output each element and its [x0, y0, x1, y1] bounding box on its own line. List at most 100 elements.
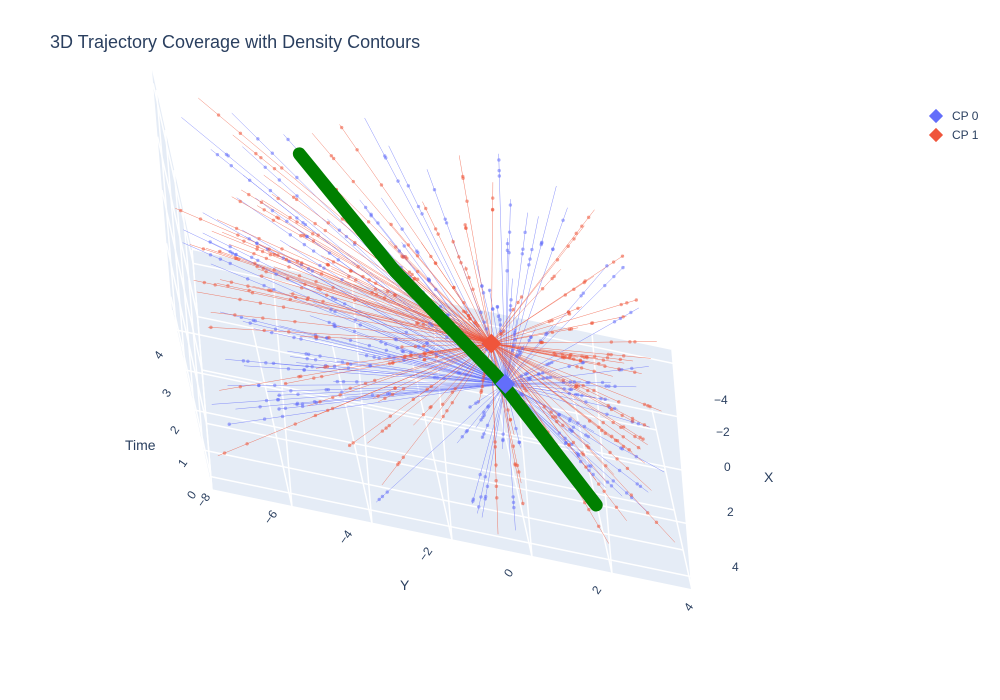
trajectory-point [497, 174, 502, 178]
trajectory-point [604, 464, 608, 468]
trajectory-point [262, 283, 266, 288]
trajectory-point [459, 260, 463, 265]
trajectory-point [580, 451, 584, 455]
trajectory-point [400, 349, 405, 353]
trajectory-point [294, 197, 299, 202]
trajectory-point [435, 376, 440, 380]
trajectory-point [331, 260, 336, 264]
trajectory-point [325, 293, 329, 297]
trajectory-point [273, 327, 278, 331]
trajectory-point [438, 304, 443, 309]
ray-line [471, 383, 506, 505]
trajectory-point [451, 240, 455, 244]
trajectory-point [292, 335, 296, 340]
grid-x-side [165, 243, 208, 424]
trajectory-point [497, 168, 501, 173]
trajectory-point [634, 454, 638, 459]
trajectory-point [506, 408, 510, 412]
trajectory-point [544, 332, 548, 337]
trajectory-point [238, 131, 243, 136]
ray-line [311, 343, 492, 418]
legend-item-cp0[interactable]: CP 0 [928, 106, 978, 125]
trajectory-point [587, 445, 591, 450]
trajectory-point [305, 234, 309, 239]
trajectory-point [250, 291, 255, 295]
trajectory-point [364, 353, 369, 358]
trajectory-point [258, 301, 263, 305]
ray-line [491, 327, 579, 344]
trajectory-point [617, 468, 622, 473]
trajectory-point [511, 348, 515, 352]
trajectory-point [563, 293, 568, 297]
trajectory-point [283, 406, 288, 410]
x-tick-2: 2 [727, 505, 734, 519]
trajectory-point [352, 329, 357, 333]
trajectory-point [411, 397, 415, 402]
trajectory-point [516, 300, 520, 305]
trajectory-point [385, 289, 390, 294]
trajectory-point [514, 426, 518, 431]
trajectory-point [387, 423, 391, 428]
trajectory-point [291, 292, 295, 296]
trajectory-point [517, 440, 521, 444]
trajectory-point [603, 431, 607, 436]
trajectory-point [283, 381, 288, 386]
trajectory-point [209, 325, 213, 330]
trajectory-point [581, 383, 585, 388]
trajectory-point [541, 376, 545, 380]
trajectory-point [482, 413, 486, 417]
trajectory-point [611, 420, 615, 425]
trajectory-point [523, 372, 528, 376]
trajectory-point [320, 374, 324, 379]
trajectory-point [325, 262, 329, 267]
trajectory-point [536, 372, 541, 376]
trajectory-point [605, 480, 610, 484]
trajectory-point [330, 296, 335, 300]
control-point-cp1 [481, 333, 502, 354]
trajectory-point [348, 386, 352, 390]
trajectory-point [464, 372, 468, 377]
trajectory-point [522, 386, 527, 391]
trajectory-point [318, 354, 322, 358]
trajectory-point [618, 316, 623, 321]
trajectory-point [239, 315, 244, 320]
ray-line [331, 268, 492, 344]
trajectory-point [238, 297, 242, 302]
trajectory-point [609, 407, 614, 412]
trajectory-point [512, 505, 516, 510]
trajectory-point [354, 278, 358, 282]
trajectory-point [440, 402, 445, 406]
trajectory-point [277, 407, 281, 411]
z-tick-1: 1 [175, 456, 190, 470]
grid-y-back [251, 326, 293, 507]
trajectory-point [638, 435, 642, 440]
trajectory-point [349, 362, 353, 366]
trajectory-point [551, 247, 555, 252]
ray-line [277, 383, 506, 396]
trajectory-point [253, 261, 257, 266]
trajectory-point [584, 400, 588, 404]
grid-z-side [182, 209, 204, 451]
trajectory-point [571, 425, 576, 429]
trajectory-point [630, 366, 634, 371]
trajectory-point [413, 344, 417, 349]
trajectory-point [517, 349, 521, 353]
trajectory-point [463, 223, 467, 227]
trajectory-point [335, 379, 340, 384]
ray-line [293, 383, 506, 406]
trajectory-point [520, 252, 525, 256]
trajectory-point [285, 276, 290, 281]
trajectory-point [610, 434, 614, 439]
trajectory-point [520, 392, 524, 397]
y-tick-4: 4 [681, 600, 696, 614]
x-tick-4: 4 [732, 560, 739, 574]
legend-item-cp1[interactable]: CP 1 [928, 125, 978, 144]
trajectory-point [390, 361, 395, 365]
trajectory-point [313, 413, 318, 418]
trajectory-point [513, 328, 517, 333]
trajectory-point [607, 384, 611, 388]
trajectory-point [422, 344, 426, 348]
trajectory-point [305, 357, 309, 361]
trajectory-point [417, 344, 421, 349]
